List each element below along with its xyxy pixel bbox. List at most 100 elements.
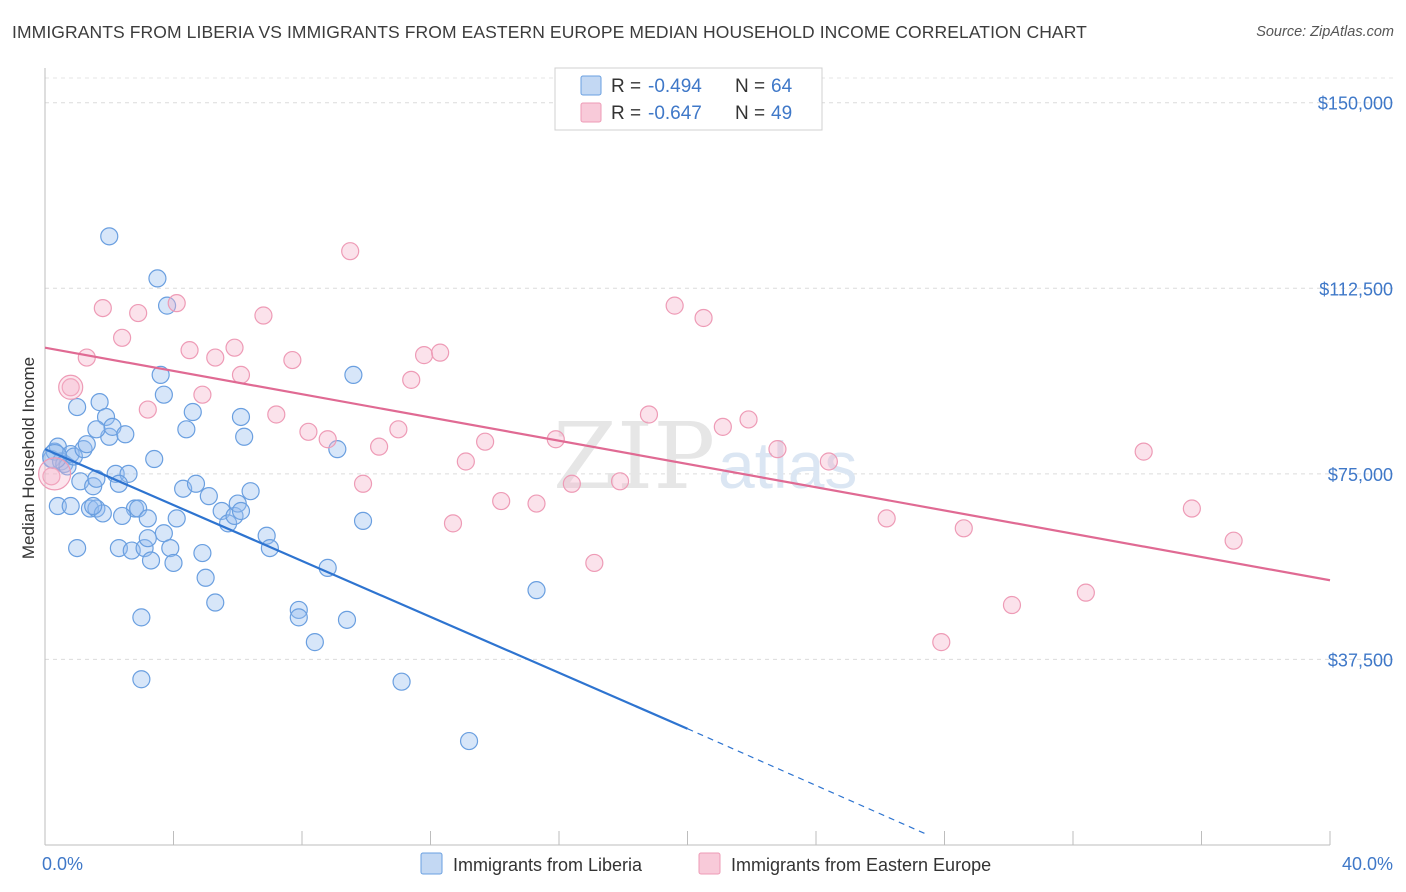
point-liberia-31	[141, 551, 161, 570]
point-eastern-europe-20	[370, 437, 389, 456]
point-eastern-europe-31	[562, 474, 581, 493]
chart-source: Source: ZipAtlas.com	[1256, 24, 1394, 40]
point-liberia-17	[96, 407, 116, 427]
point-eastern-europe-5	[129, 303, 148, 323]
point-liberia-46	[206, 593, 225, 612]
point-eastern-europe-15	[283, 350, 302, 370]
point-eastern-europe-39	[768, 440, 787, 459]
point-eastern-europe-37	[713, 417, 732, 436]
legend-r-label-eastern-europe: R =	[611, 103, 641, 124]
point-liberia-67	[132, 670, 151, 689]
point-eastern-europe-7	[167, 294, 186, 313]
point-eastern-europe-46	[1134, 442, 1153, 461]
point-eastern-europe-42	[932, 633, 951, 652]
point-eastern-europe-40	[819, 452, 838, 471]
point-liberia-27	[129, 499, 148, 518]
point-eastern-europe-35	[665, 296, 684, 315]
trend-line-eastern-europe	[44, 346, 1331, 582]
y-tick-label-1: $75,000	[1328, 465, 1393, 485]
point-liberia-60	[289, 608, 308, 627]
legend-r-value-liberia: -0.494	[648, 76, 702, 97]
point-liberia-10	[68, 538, 87, 558]
y-tick-label-2: $112,500	[1319, 279, 1393, 299]
point-eastern-europe-34	[639, 405, 659, 424]
point-eastern-europe-45	[1076, 583, 1095, 602]
point-eastern-europe-28	[492, 491, 511, 511]
axes	[44, 68, 1331, 846]
legend-r-label-liberia: R =	[611, 76, 641, 97]
point-liberia-72	[353, 511, 373, 530]
point-liberia-38	[164, 553, 183, 573]
series-liberia-points	[42, 227, 546, 751]
point-eastern-europe-9	[193, 385, 212, 404]
point-eastern-europe-41	[877, 509, 896, 528]
point-liberia-42	[183, 402, 202, 422]
y-tick-labels: $37,500 $75,000 $112,500 $150,000	[1318, 94, 1393, 671]
point-eastern-europe-3	[93, 299, 112, 318]
x-tick-label-0: 0.0%	[42, 854, 83, 874]
point-liberia-77	[84, 496, 103, 516]
point-eastern-europe-47	[1182, 499, 1201, 518]
series-eastern-europe-points	[38, 242, 1243, 652]
point-eastern-europe-24	[431, 343, 450, 362]
point-liberia-34	[151, 365, 170, 385]
point-liberia-57	[305, 633, 324, 652]
chart-title: IMMIGRANTS FROM LIBERIA VS IMMIGRANTS FR…	[12, 22, 1087, 42]
legend-n-label-eastern-europe: N =	[735, 103, 765, 124]
point-liberia-52	[235, 427, 254, 446]
point-liberia-54	[231, 407, 251, 427]
point-liberia-43	[186, 474, 206, 493]
point-liberia-64	[527, 581, 546, 600]
point-liberia-20	[87, 420, 106, 439]
point-eastern-europe-23	[414, 346, 434, 365]
point-liberia-65	[459, 731, 479, 751]
bottom-legend: Immigrants from Liberia Immigrants from …	[420, 852, 991, 875]
x-tick-labels: 0.0% 40.0%	[42, 854, 1393, 874]
point-liberia-37	[161, 538, 180, 558]
point-eastern-europe-8	[180, 341, 199, 360]
point-liberia-66	[100, 227, 119, 246]
point-eastern-europe-21	[389, 420, 408, 439]
point-eastern-europe-cluster	[38, 457, 72, 491]
point-liberia-63	[392, 672, 411, 691]
legend-n-label-liberia: N =	[735, 76, 765, 97]
point-liberia-30	[138, 509, 157, 528]
point-liberia-9	[61, 496, 80, 516]
watermark-zip-text: ZIP	[553, 403, 715, 510]
y-tick-label-3: $150,000	[1318, 94, 1393, 114]
point-liberia-71	[77, 435, 96, 454]
point-liberia-58	[337, 610, 357, 629]
point-eastern-europe-large	[58, 374, 84, 400]
point-eastern-europe-29	[527, 494, 546, 513]
point-eastern-europe-38	[739, 410, 758, 429]
point-liberia-45	[199, 487, 218, 506]
point-eastern-europe-18	[341, 242, 360, 261]
point-liberia-24	[119, 464, 138, 483]
point-eastern-europe-27	[476, 432, 495, 451]
point-liberia-33	[148, 269, 167, 288]
point-liberia-12	[74, 440, 93, 459]
point-liberia-53	[241, 482, 260, 501]
point-eastern-europe-6	[138, 400, 157, 419]
point-eastern-europe-4	[112, 328, 132, 347]
trend-line-liberia-extension	[687, 728, 929, 836]
point-eastern-europe-44	[1002, 595, 1022, 615]
bottom-legend-swatch-liberia	[420, 852, 443, 875]
y-tick-label-0: $37,500	[1328, 650, 1393, 670]
point-eastern-europe-48	[1224, 531, 1243, 550]
point-eastern-europe-12	[231, 365, 251, 385]
point-eastern-europe-19	[353, 474, 373, 493]
point-liberia-75	[93, 504, 112, 523]
point-eastern-europe-32	[585, 553, 604, 573]
point-liberia-44	[193, 543, 212, 563]
legend-n-value-eastern-europe: 49	[771, 103, 792, 124]
point-liberia-39	[167, 509, 186, 528]
point-eastern-europe-25	[443, 514, 463, 533]
point-eastern-europe-10	[206, 348, 225, 367]
point-eastern-europe-33	[610, 472, 630, 491]
point-eastern-europe-11	[225, 338, 244, 357]
point-liberia-76	[87, 469, 106, 488]
point-eastern-europe-26	[456, 452, 475, 471]
top-legend: R = -0.494 N = 64 R = -0.647 N = 49	[554, 67, 823, 131]
